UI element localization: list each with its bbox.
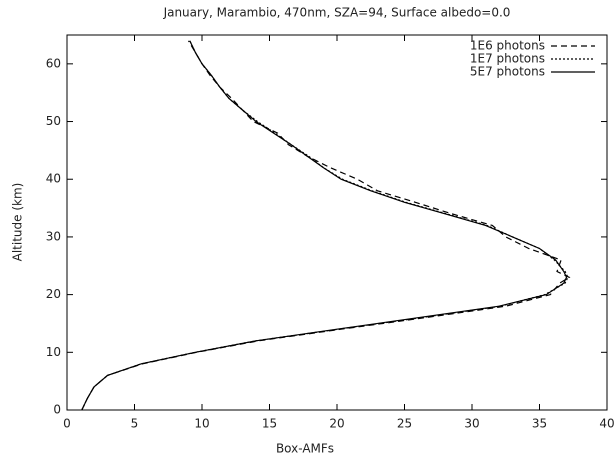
legend-label: 1E7 photons — [470, 52, 545, 66]
x-tick-label: 0 — [63, 417, 71, 431]
x-tick-label: 35 — [532, 417, 547, 431]
x-tick-label: 10 — [194, 417, 209, 431]
x-tick-label: 15 — [262, 417, 277, 431]
y-tick-label: 0 — [53, 403, 61, 417]
y-axis-label: Altitude (km) — [11, 183, 25, 262]
series-line — [81, 40, 568, 411]
y-tick-label: 10 — [46, 345, 61, 359]
y-tick-label: 50 — [46, 114, 61, 128]
y-tick-label: 40 — [46, 172, 61, 186]
legend-label: 5E7 photons — [470, 65, 545, 79]
y-tick-label: 30 — [46, 229, 61, 243]
chart-title: January, Marambio, 470nm, SZA=94, Surfac… — [163, 6, 511, 20]
y-tick-label: 20 — [46, 287, 61, 301]
x-axis-label: Box-AMFs — [276, 442, 334, 456]
series-line — [81, 40, 569, 411]
x-tick-label: 25 — [397, 417, 412, 431]
plot-frame — [66, 34, 608, 411]
x-tick-label: 5 — [131, 417, 139, 431]
x-tick-label: 40 — [599, 417, 614, 431]
legend-label: 1E6 photons — [470, 39, 545, 53]
x-tick-label: 20 — [329, 417, 344, 431]
x-tick-label: 30 — [464, 417, 479, 431]
y-tick-label: 60 — [46, 56, 61, 70]
series-line — [81, 40, 571, 411]
